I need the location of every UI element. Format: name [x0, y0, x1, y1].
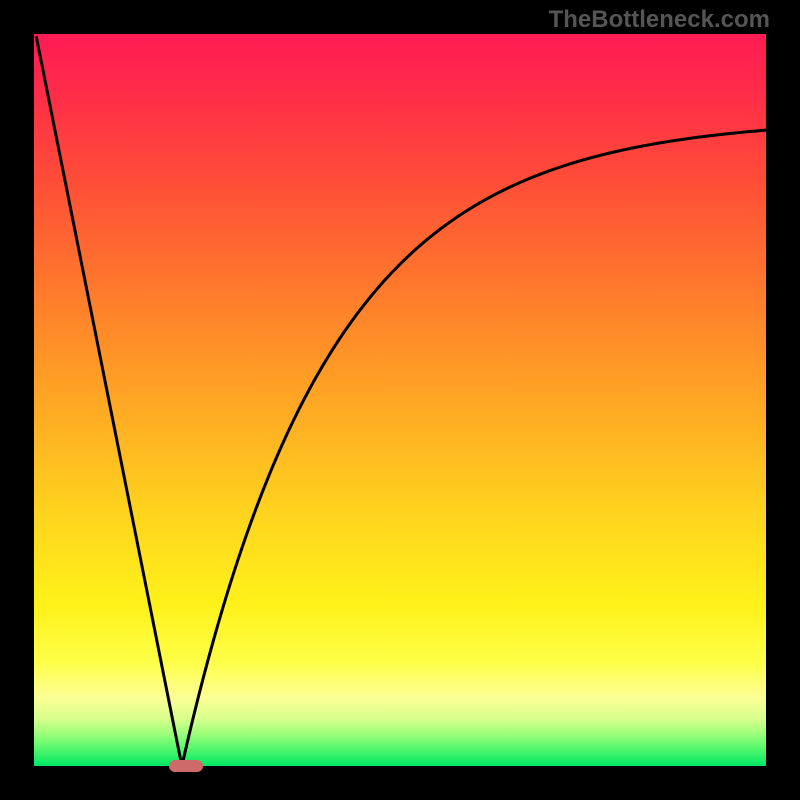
watermark-text: TheBottleneck.com [549, 6, 770, 34]
minimum-marker-capsule [169, 760, 203, 772]
minimum-marker [169, 760, 203, 772]
plot-area [34, 34, 766, 766]
stage: TheBottleneck.com [0, 0, 800, 800]
